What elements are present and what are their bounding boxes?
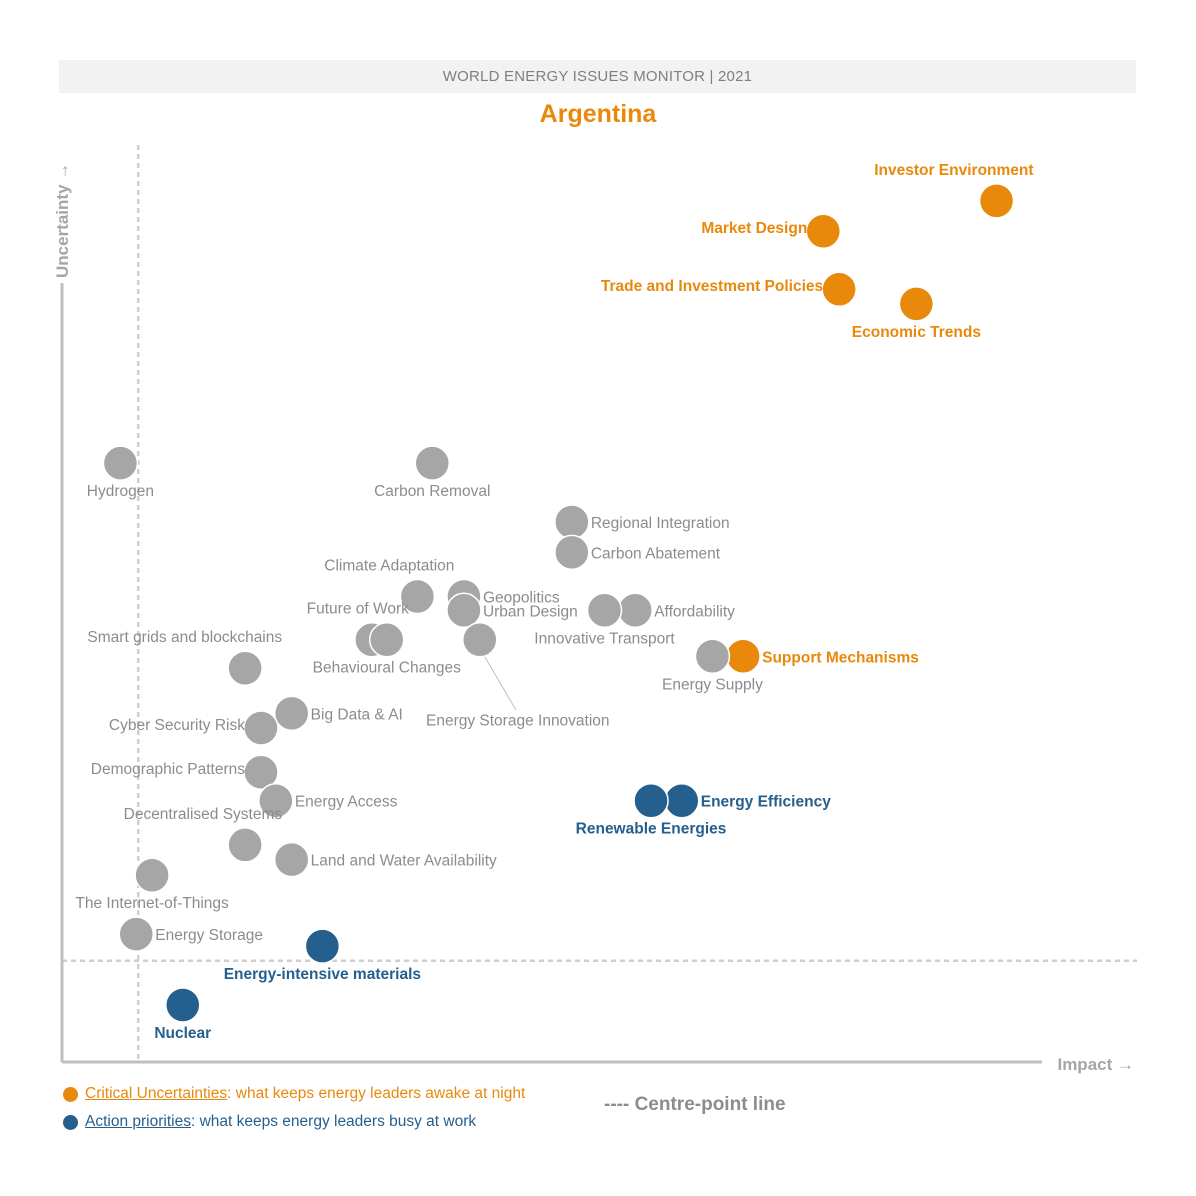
label-the-internet-of-things: The Internet-of-Things bbox=[75, 895, 229, 912]
point-energy-storage bbox=[118, 916, 154, 952]
point-demographic-patterns bbox=[243, 754, 279, 790]
centre-point-line-note: ---- Centre-point line bbox=[604, 1094, 786, 1115]
label-market-design: Market Design bbox=[701, 220, 807, 237]
x-axis-title: Impact → bbox=[1057, 1055, 1134, 1074]
point-affordability bbox=[617, 592, 653, 629]
point-renewable-energies bbox=[633, 782, 669, 819]
point-nuclear bbox=[165, 987, 201, 1023]
label-energy-intensive-materials: Energy-intensive materials bbox=[224, 966, 421, 983]
label-geopolitics: Geopolitics bbox=[483, 589, 560, 606]
label-energy-access: Energy Access bbox=[295, 794, 398, 811]
point-land-and-water-availability bbox=[273, 841, 310, 878]
label-regional-integration: Regional Integration bbox=[591, 515, 730, 532]
label-energy-supply: Energy Supply bbox=[662, 676, 763, 693]
point-regional-integration bbox=[554, 504, 590, 540]
critical-dot-icon bbox=[63, 1086, 78, 1102]
label-smart-grids-and-blockchains: Smart grids and blockchains bbox=[87, 629, 282, 646]
point-carbon-removal bbox=[414, 445, 451, 481]
point-energy-storage-innovation bbox=[462, 621, 498, 658]
point-support-mechanisms bbox=[725, 638, 761, 675]
leader-line-energy-storage-innovation bbox=[481, 651, 517, 710]
label-trade-and-investment-policies: Trade and Investment Policies bbox=[601, 278, 823, 295]
label-energy-storage: Energy Storage bbox=[155, 927, 263, 944]
label-support-mechanisms: Support Mechanisms bbox=[762, 649, 919, 666]
label-investor-environment: Investor Environment bbox=[874, 162, 1033, 179]
label-big-data-ai: Big Data & AI bbox=[311, 706, 403, 723]
point-trade-and-investment-policies bbox=[821, 271, 857, 307]
point-economic-trends bbox=[898, 286, 935, 322]
point-energy-intensive-materials bbox=[304, 928, 341, 964]
legend: Critical Uncertainties : what keeps ener… bbox=[63, 1080, 525, 1136]
label-carbon-removal: Carbon Removal bbox=[374, 483, 490, 500]
label-urban-design: Urban Design bbox=[483, 603, 578, 620]
point-decentralised-systems bbox=[227, 827, 263, 863]
label-hydrogen: Hydrogen bbox=[87, 483, 154, 500]
point-energy-efficiency bbox=[663, 782, 700, 819]
label-energy-efficiency: Energy Efficiency bbox=[701, 794, 831, 811]
point-carbon-abatement bbox=[554, 534, 590, 571]
action-dot-icon bbox=[63, 1114, 78, 1130]
point-hydrogen bbox=[102, 445, 139, 481]
point-energy-access bbox=[258, 782, 294, 819]
point-urban-design bbox=[446, 592, 482, 629]
point-smart-grids-and-blockchains bbox=[227, 650, 263, 686]
point-climate-adaptation bbox=[399, 578, 436, 615]
label-renewable-energies: Renewable Energies bbox=[576, 821, 727, 838]
legend-critical-name: Critical Uncertainties bbox=[85, 1085, 228, 1102]
country-title: Argentina bbox=[539, 100, 657, 128]
legend-critical-desc: : what keeps energy leaders awake at nig… bbox=[227, 1085, 526, 1102]
label-demographic-patterns: Demographic Patterns bbox=[91, 761, 245, 778]
label-climate-adaptation: Climate Adaptation bbox=[324, 557, 454, 574]
label-affordability: Affordability bbox=[654, 603, 735, 620]
point-big-data-ai bbox=[273, 695, 310, 732]
legend-critical: Critical Uncertainties : what keeps ener… bbox=[63, 1080, 525, 1108]
label-behavioural-changes: Behavioural Changes bbox=[313, 660, 461, 677]
point-investor-environment bbox=[978, 183, 1015, 219]
legend-action: Action priorities : what keeps energy le… bbox=[63, 1108, 525, 1136]
issues-monitor-banner: WORLD ENERGY ISSUES MONITOR | 2021 bbox=[59, 60, 1136, 93]
point-market-design bbox=[805, 213, 842, 249]
label-future-of-work: Future of Work bbox=[307, 601, 409, 618]
point-innovative-transport bbox=[586, 592, 623, 629]
label-land-and-water-availability: Land and Water Availability bbox=[311, 853, 497, 870]
label-carbon-abatement: Carbon Abatement bbox=[591, 545, 721, 562]
y-axis-title: Uncertainty → bbox=[53, 163, 72, 278]
label-cyber-security-risk: Cyber Security Risk bbox=[109, 717, 245, 734]
point-cyber-security-risk bbox=[243, 710, 279, 746]
label-economic-trends: Economic Trends bbox=[852, 324, 981, 341]
label-energy-storage-innovation: Energy Storage Innovation bbox=[426, 713, 610, 730]
legend-action-name: Action priorities bbox=[85, 1113, 191, 1130]
point-the-internet-of-things bbox=[134, 857, 170, 893]
label-innovative-transport: Innovative Transport bbox=[534, 630, 675, 647]
label-decentralised-systems: Decentralised Systems bbox=[124, 806, 283, 823]
point-behavioural-changes bbox=[368, 621, 405, 658]
label-nuclear: Nuclear bbox=[154, 1025, 211, 1042]
point-energy-supply bbox=[694, 638, 731, 675]
legend-action-desc: : what keeps energy leaders busy at work bbox=[190, 1113, 477, 1130]
